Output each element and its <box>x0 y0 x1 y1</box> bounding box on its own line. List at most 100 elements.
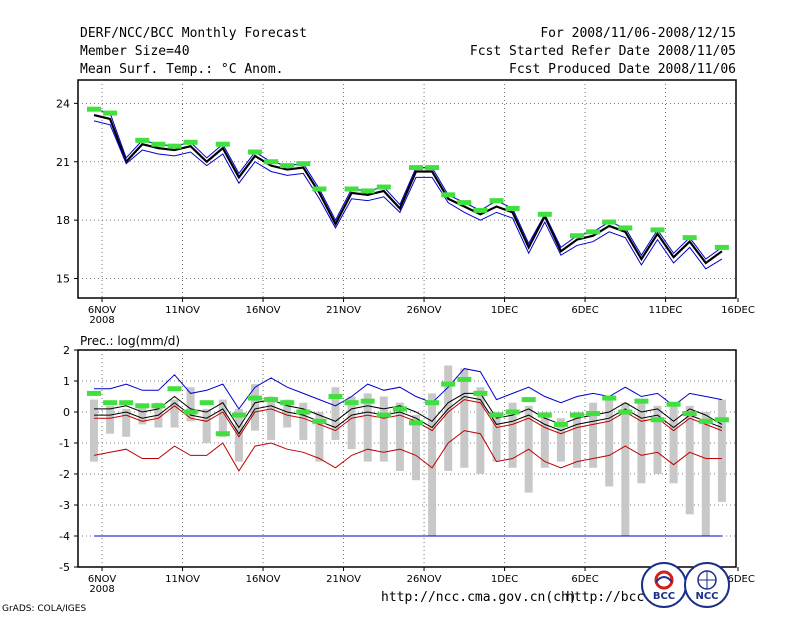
precip-frame <box>77 349 737 568</box>
spread-bar <box>653 405 662 474</box>
spread-bar <box>315 412 324 462</box>
observed-mark <box>682 411 697 417</box>
ncc-emblem-icon <box>697 570 717 590</box>
spread-bar <box>170 399 179 428</box>
prec-ytick-label: -5 <box>59 561 70 574</box>
observed-mark <box>215 431 230 437</box>
observed-mark <box>167 143 182 149</box>
prec-xtick-label: 11NOV <box>165 574 200 585</box>
observed-mark <box>714 244 729 250</box>
temp-xtick-sublabel: 2008 <box>89 315 114 326</box>
url-ncc[interactable]: http://ncc.cma.gov.cn(ch) <box>381 590 577 605</box>
prec-xtick-label: 26NOV <box>407 574 442 585</box>
spread-bar <box>363 393 372 462</box>
observed-mark <box>264 159 279 165</box>
url-bcc[interactable]: http://bcc.c <box>566 590 660 605</box>
observed-mark <box>151 403 166 409</box>
observed-mark <box>409 420 423 426</box>
spread-bar <box>573 412 581 468</box>
prec-ytick-label: 0 <box>63 406 70 419</box>
observed-mark <box>312 186 327 192</box>
observed-mark <box>183 139 198 145</box>
spread-bar <box>218 399 227 437</box>
prec-ytick-label: -4 <box>59 530 70 543</box>
spread-bar <box>299 402 308 440</box>
min-line <box>93 120 723 270</box>
observed-mark <box>457 200 472 206</box>
observed-mark <box>135 137 150 143</box>
observed-mark <box>489 412 504 418</box>
observed-mark <box>682 235 697 241</box>
spread-bar <box>186 387 195 422</box>
prec-ytick-label: -1 <box>59 437 70 450</box>
prec-xtick-label: 6NOV <box>88 574 117 585</box>
observed-mark <box>714 417 729 423</box>
spread-bar <box>331 387 340 440</box>
temp-xtick-label: 6DEC <box>571 305 598 316</box>
spread-bar <box>540 412 549 468</box>
temp-xtick-label: 26NOV <box>407 305 442 316</box>
observed-mark <box>586 229 601 235</box>
observed-mark <box>376 412 391 418</box>
observed-mark <box>505 205 520 211</box>
spread-bar <box>283 399 292 428</box>
prec-ytick-label: 1 <box>63 375 70 388</box>
spread-bar <box>122 408 131 437</box>
observed-mark <box>392 406 407 412</box>
temp-xtick-label: 21NOV <box>326 305 361 316</box>
observed-mark <box>312 418 327 424</box>
spread-bar <box>428 393 437 536</box>
spread-bar <box>267 396 276 440</box>
observed-mark <box>280 163 295 169</box>
observed-mark <box>328 394 343 399</box>
observed-mark <box>441 192 456 198</box>
observed-mark <box>167 386 182 392</box>
observed-mark <box>344 400 359 406</box>
prec-xtick-label: 21NOV <box>326 574 361 585</box>
observed-mark <box>231 412 246 418</box>
observed-mark <box>360 188 375 194</box>
temperature-frame <box>77 79 737 299</box>
spread-bar <box>202 408 211 443</box>
spread-bar <box>685 405 694 515</box>
observed-mark <box>602 219 617 225</box>
precip-grid <box>78 350 736 567</box>
observed-mark <box>103 110 118 116</box>
observed-mark <box>521 397 536 403</box>
observed-mark <box>264 397 279 403</box>
observed-mark <box>457 376 472 382</box>
observed-mark <box>586 411 601 417</box>
observed-mark <box>425 400 440 406</box>
observed-mark <box>537 412 552 418</box>
spread-bar <box>589 402 598 468</box>
observed-mark <box>489 198 504 204</box>
bcc-logo-text: BCC <box>652 591 676 602</box>
observed-mark <box>537 211 552 217</box>
observed-mark <box>296 409 311 415</box>
observed-mark <box>119 400 134 406</box>
temperature-grid <box>78 80 736 298</box>
prec-ytick-label: -3 <box>59 499 70 512</box>
temp-ytick-label: 15 <box>56 273 70 286</box>
temp-xtick-label: 16DEC <box>721 305 755 316</box>
produced-date: Fcst Produced Date 2008/11/06 <box>509 62 736 77</box>
spread-bar <box>556 418 565 462</box>
spread-bar <box>138 405 147 425</box>
temp-xtick-label: 11DEC <box>649 305 683 316</box>
observed-mark <box>634 398 649 404</box>
spread-bar <box>492 412 501 462</box>
spread-bar <box>669 402 678 484</box>
temp-ytick-label: 18 <box>56 214 70 227</box>
observed-mark <box>570 412 584 418</box>
spread-bar <box>379 396 388 462</box>
observed-mark <box>87 390 101 396</box>
observed-mark <box>650 227 665 233</box>
max-line <box>93 108 723 260</box>
observed-mark <box>151 141 166 147</box>
temp-xtick-label: 6NOV <box>88 305 117 316</box>
observed-mark <box>360 398 375 404</box>
prec-xtick-label: 6DEC <box>571 574 598 585</box>
spread-bar <box>701 412 710 536</box>
upper-line <box>94 392 723 429</box>
